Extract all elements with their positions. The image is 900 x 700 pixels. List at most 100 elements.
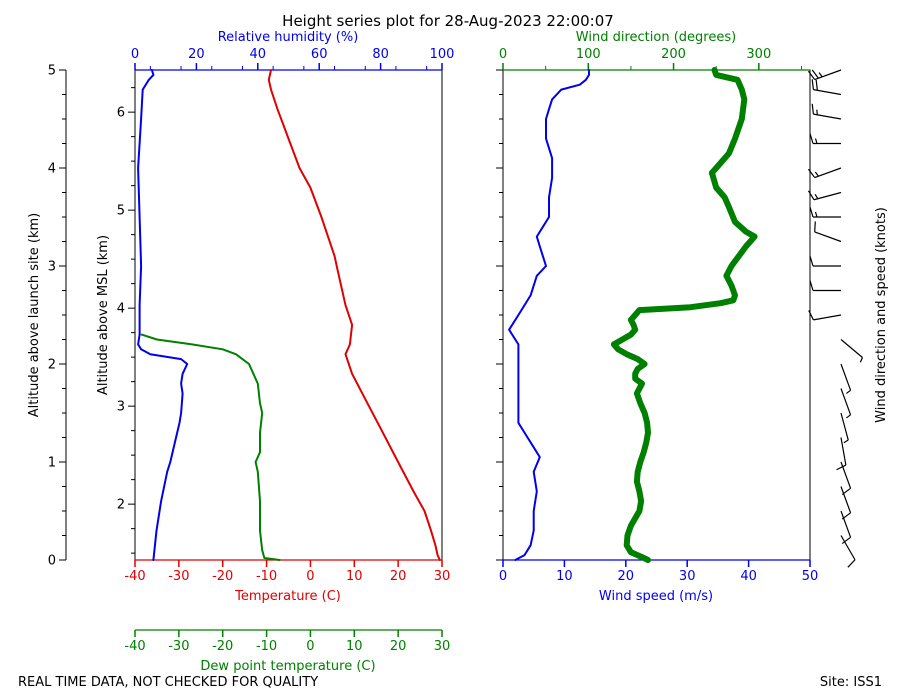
temperature-axis-tick-label: 20 bbox=[390, 569, 407, 584]
wind-barb-flag bbox=[815, 79, 818, 91]
temperature-axis-tick-label: 10 bbox=[346, 569, 363, 584]
humidity-axis-tick-label: 100 bbox=[430, 47, 455, 62]
wind-barb-shaft bbox=[814, 167, 842, 179]
humidity-axis-tick-label: 20 bbox=[188, 47, 205, 62]
humidity-axis-tick-label: 0 bbox=[131, 47, 139, 62]
wind-direction-axis-tick-label: 200 bbox=[661, 47, 686, 62]
wind-speed-axis-label: Wind speed (m/s) bbox=[599, 589, 713, 604]
wind-barb-half-flag bbox=[814, 193, 819, 200]
wind-barb-flag bbox=[841, 512, 851, 520]
wind-barb-flag bbox=[836, 464, 847, 471]
launch-altitude-tick-label: 3 bbox=[48, 260, 56, 275]
wind-barb-shaft bbox=[814, 69, 842, 81]
wind-barb-shaft bbox=[813, 113, 842, 120]
humidity-axis-tick-label: 60 bbox=[311, 47, 328, 62]
wind-barb-shaft bbox=[840, 339, 863, 358]
wind-direction-line bbox=[610, 67, 758, 563]
temperature-axis-tick-label: 0 bbox=[306, 569, 314, 584]
wind-barb-flag bbox=[841, 487, 851, 496]
wind-barb-flag bbox=[811, 79, 815, 90]
temperature-axis-label: Temperature (C) bbox=[234, 589, 341, 604]
wind-barb-shaft bbox=[840, 510, 852, 538]
wind-barb-shaft bbox=[840, 412, 849, 441]
dewpoint-axis-tick-label: -20 bbox=[212, 639, 233, 654]
humidity-axis-label: Relative humidity (%) bbox=[218, 30, 359, 45]
wind-barb-shaft bbox=[840, 388, 852, 416]
left-panel-frame bbox=[134, 69, 443, 561]
msl-altitude-axis-label: Altitude above MSL (km) bbox=[96, 235, 111, 395]
wind-direction-axis-tick-label: 300 bbox=[746, 47, 771, 62]
temperature-axis-tick-label: -30 bbox=[168, 569, 189, 584]
series-layer bbox=[137, 67, 758, 563]
wind-barb-flag bbox=[809, 206, 814, 218]
wind-barb-half-flag bbox=[814, 138, 818, 144]
dewpoint-axis-tick-label: 20 bbox=[390, 639, 407, 654]
wind-barb-half-flag bbox=[814, 171, 819, 177]
wind-speed-line bbox=[508, 69, 590, 561]
wind-barb-half-flag bbox=[816, 109, 818, 115]
dewpoint-axis-tick-label: -10 bbox=[256, 639, 277, 654]
wind-barb-flag bbox=[807, 70, 816, 80]
dewpoint-axis-label: Dew point temperature (C) bbox=[200, 659, 375, 674]
wind-barb-shaft bbox=[813, 89, 842, 96]
msl-altitude-tick-label: 4 bbox=[117, 302, 125, 317]
msl-altitude-tick-label: 6 bbox=[117, 106, 125, 121]
wind-barb-flag bbox=[807, 168, 816, 178]
wind-barb-flag bbox=[811, 103, 815, 115]
launch-altitude-tick-label: 5 bbox=[48, 64, 56, 79]
site-label: Site: ISS1 bbox=[820, 675, 882, 690]
dewpoint-axis-tick-label: 30 bbox=[434, 639, 451, 654]
wind-barb-half-flag bbox=[843, 439, 849, 444]
wind-barb-half-flag bbox=[846, 414, 851, 419]
humidity-axis-tick-label: 40 bbox=[250, 47, 267, 62]
wind-barb-flag bbox=[809, 280, 814, 291]
dewpoint-line bbox=[140, 333, 281, 561]
dewpoint-axis-tick-label: -30 bbox=[168, 639, 189, 654]
wind-barb-flag bbox=[811, 69, 819, 79]
wind-barb-shaft bbox=[840, 486, 852, 514]
chart-title: Height series plot for 28-Aug-2023 22:00… bbox=[282, 12, 614, 30]
wind-barb-shaft bbox=[813, 191, 842, 201]
wind-speed-axis-tick-label: 20 bbox=[618, 569, 635, 584]
wind-barb-flag bbox=[814, 221, 816, 232]
wind-barbs-layer bbox=[807, 69, 864, 568]
wind-direction-axis-tick-label: 0 bbox=[499, 47, 507, 62]
quality-disclaimer: REAL TIME DATA, NOT CHECKED FOR QUALITY bbox=[18, 675, 318, 690]
launch-altitude-axis-label: Altitude above launch site (km) bbox=[27, 213, 42, 417]
humidity-line bbox=[137, 69, 189, 561]
temperature-axis-tick-label: -40 bbox=[124, 569, 145, 584]
wind-barbs-axis-label: Wind direction and speed (knots) bbox=[874, 207, 889, 423]
wind-speed-axis-tick-label: 30 bbox=[679, 569, 696, 584]
msl-altitude-tick-label: 2 bbox=[117, 498, 125, 513]
wind-barb-shaft bbox=[840, 363, 852, 391]
msl-altitude-tick-label: 3 bbox=[117, 400, 125, 415]
wind-barb-half-flag bbox=[814, 211, 818, 218]
wind-speed-axis-tick-label: 10 bbox=[556, 569, 573, 584]
dewpoint-axis-tick-label: 10 bbox=[346, 639, 363, 654]
wind-barb-flag bbox=[807, 190, 815, 201]
wind-speed-axis-tick-label: 40 bbox=[740, 569, 757, 584]
wind-barb-shaft bbox=[814, 231, 842, 243]
humidity-axis-tick-label: 80 bbox=[372, 47, 389, 62]
launch-altitude-tick-label: 4 bbox=[48, 162, 56, 177]
dewpoint-axis-tick-label: -40 bbox=[124, 639, 145, 654]
launch-altitude-tick-label: 0 bbox=[48, 554, 56, 569]
dewpoint-axis-tick-label: 0 bbox=[306, 639, 314, 654]
wind-barb-flag bbox=[808, 310, 814, 321]
right-panel-frame bbox=[502, 69, 811, 561]
wind-speed-axis-tick-label: 0 bbox=[499, 569, 507, 584]
msl-altitude-tick-label: 5 bbox=[117, 204, 125, 219]
launch-altitude-tick-label: 2 bbox=[48, 358, 56, 373]
temperature-axis-tick-label: -20 bbox=[212, 569, 233, 584]
temperature-axis-tick-label: 30 bbox=[434, 569, 451, 584]
wind-barb-flag bbox=[841, 536, 851, 545]
wind-barb-flag bbox=[809, 133, 814, 144]
wind-barb-half-flag bbox=[846, 389, 851, 394]
wind-barb-half-flag bbox=[859, 357, 864, 363]
wind-speed-axis-tick-label: 50 bbox=[802, 569, 819, 584]
launch-altitude-tick-label: 1 bbox=[48, 456, 56, 471]
temperature-axis-tick-label: -10 bbox=[256, 569, 277, 584]
wind-barb-half-flag bbox=[818, 72, 823, 78]
